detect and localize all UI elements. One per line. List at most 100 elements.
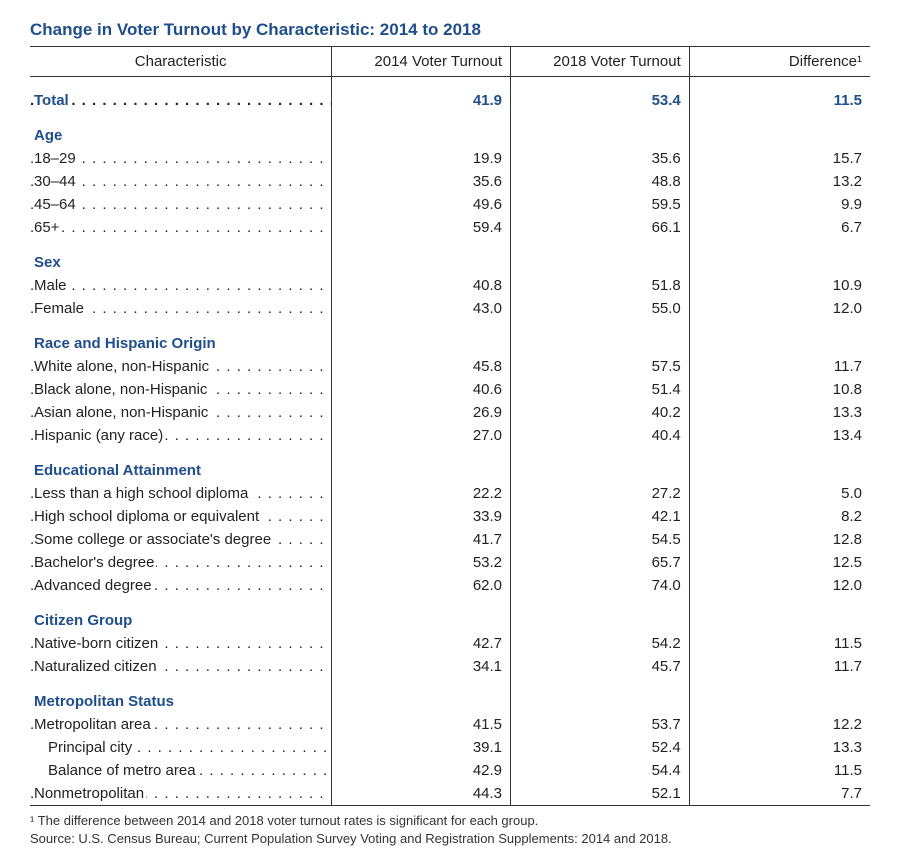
cell-2018: 48.8 [511,170,690,193]
row-label-text: Less than a high school diploma [34,485,250,502]
cell-diff: 12.8 [689,528,870,551]
total-2014: 41.9 [332,89,511,112]
cell-2014: 27.0 [332,424,511,447]
empty [332,459,511,482]
cell-2014: 19.9 [332,147,511,170]
cell-diff: 15.7 [689,147,870,170]
table-row: Male40.851.810.9 [30,274,870,297]
cell-2014: 33.9 [332,505,511,528]
table-row: Nonmetropolitan44.352.17.7 [30,782,870,806]
empty [511,690,690,713]
row-label: Naturalized citizen [30,655,332,678]
row-label: 18–29 [30,147,332,170]
group-heading: Age [34,127,64,144]
row-label-text: 65+ [34,219,61,236]
row-label-text: Naturalized citizen [34,658,159,675]
row-label: Bachelor's degree [30,551,332,574]
cell-diff: 11.5 [689,632,870,655]
table-row: Principal city39.152.413.3 [30,736,870,759]
row-label-text: Asian alone, non-Hispanic [34,404,210,421]
row-label: High school diploma or equivalent [30,505,332,528]
row-label: 65+ [30,216,332,239]
group-label: Age [30,124,332,147]
col-2018: 2018 Voter Turnout [511,47,690,77]
empty [689,251,870,274]
footnote-source: Source: U.S. Census Bureau; Current Popu… [30,830,870,848]
cell-2018: 57.5 [511,355,690,378]
row-label-text: High school diploma or equivalent [34,508,261,525]
row-label: Male [30,274,332,297]
total-row: Total41.953.411.5 [30,89,870,112]
group-label: Sex [30,251,332,274]
cell-2014: 42.9 [332,759,511,782]
cell-2014: 41.5 [332,713,511,736]
col-diff: Difference¹ [689,47,870,77]
cell-2018: 54.2 [511,632,690,655]
group-heading: Metropolitan Status [34,693,176,710]
row-label: Hispanic (any race) [30,424,332,447]
empty [511,459,690,482]
table-row: High school diploma or equivalent 33.942.… [30,505,870,528]
cell-2018: 54.4 [511,759,690,782]
group-row: Metropolitan Status [30,690,870,713]
row-label-text: 45–64 [34,196,78,213]
cell-diff: 13.4 [689,424,870,447]
cell-2014: 40.6 [332,378,511,401]
spacer-row [30,239,870,251]
table-row: 30–4435.648.813.2 [30,170,870,193]
cell-diff: 13.3 [689,736,870,759]
table-header-row: Characteristic 2014 Voter Turnout 2018 V… [30,47,870,77]
row-label: 30–44 [30,170,332,193]
total-diff: 11.5 [689,89,870,112]
empty [689,459,870,482]
empty [511,124,690,147]
cell-2018: 42.1 [511,505,690,528]
footnotes: ¹ The difference between 2014 and 2018 v… [30,812,870,847]
group-row: Citizen Group [30,609,870,632]
table-row: Naturalized citizen34.145.711.7 [30,655,870,678]
cell-2014: 44.3 [332,782,511,806]
cell-2014: 45.8 [332,355,511,378]
table-row: Advanced degree62.074.012.0 [30,574,870,597]
group-heading: Citizen Group [34,612,134,629]
cell-2014: 49.6 [332,193,511,216]
cell-2018: 45.7 [511,655,690,678]
table-row: White alone, non-Hispanic45.857.511.7 [30,355,870,378]
cell-diff: 6.7 [689,216,870,239]
spacer-row [30,597,870,609]
group-label: Citizen Group [30,609,332,632]
cell-diff: 11.7 [689,355,870,378]
row-label-text: Hispanic (any race) [34,427,165,444]
row-label-text: Metropolitan area [34,716,153,733]
cell-diff: 8.2 [689,505,870,528]
cell-2018: 40.2 [511,401,690,424]
group-heading: Sex [34,254,63,271]
row-label-text: Some college or associate's degree [34,531,273,548]
empty [332,609,511,632]
cell-2018: 51.8 [511,274,690,297]
row-label: Balance of metro area [30,759,332,782]
row-label-text: Female [34,300,86,317]
cell-diff: 13.2 [689,170,870,193]
cell-diff: 12.2 [689,713,870,736]
group-label: Race and Hispanic Origin [30,332,332,355]
cell-2014: 43.0 [332,297,511,320]
cell-diff: 7.7 [689,782,870,806]
empty [511,332,690,355]
row-label: Asian alone, non-Hispanic [30,401,332,424]
cell-2018: 40.4 [511,424,690,447]
empty [332,332,511,355]
row-label: Female [30,297,332,320]
cell-diff: 11.7 [689,655,870,678]
spacer-row [30,447,870,459]
empty [689,124,870,147]
empty [332,124,511,147]
row-label-text: Advanced degree [34,577,154,594]
cell-2014: 42.7 [332,632,511,655]
cell-diff: 12.0 [689,574,870,597]
row-label: Black alone, non-Hispanic [30,378,332,401]
empty [689,609,870,632]
group-row: Race and Hispanic Origin [30,332,870,355]
group-heading: Race and Hispanic Origin [34,335,218,352]
table-row: Metropolitan area41.553.712.2 [30,713,870,736]
